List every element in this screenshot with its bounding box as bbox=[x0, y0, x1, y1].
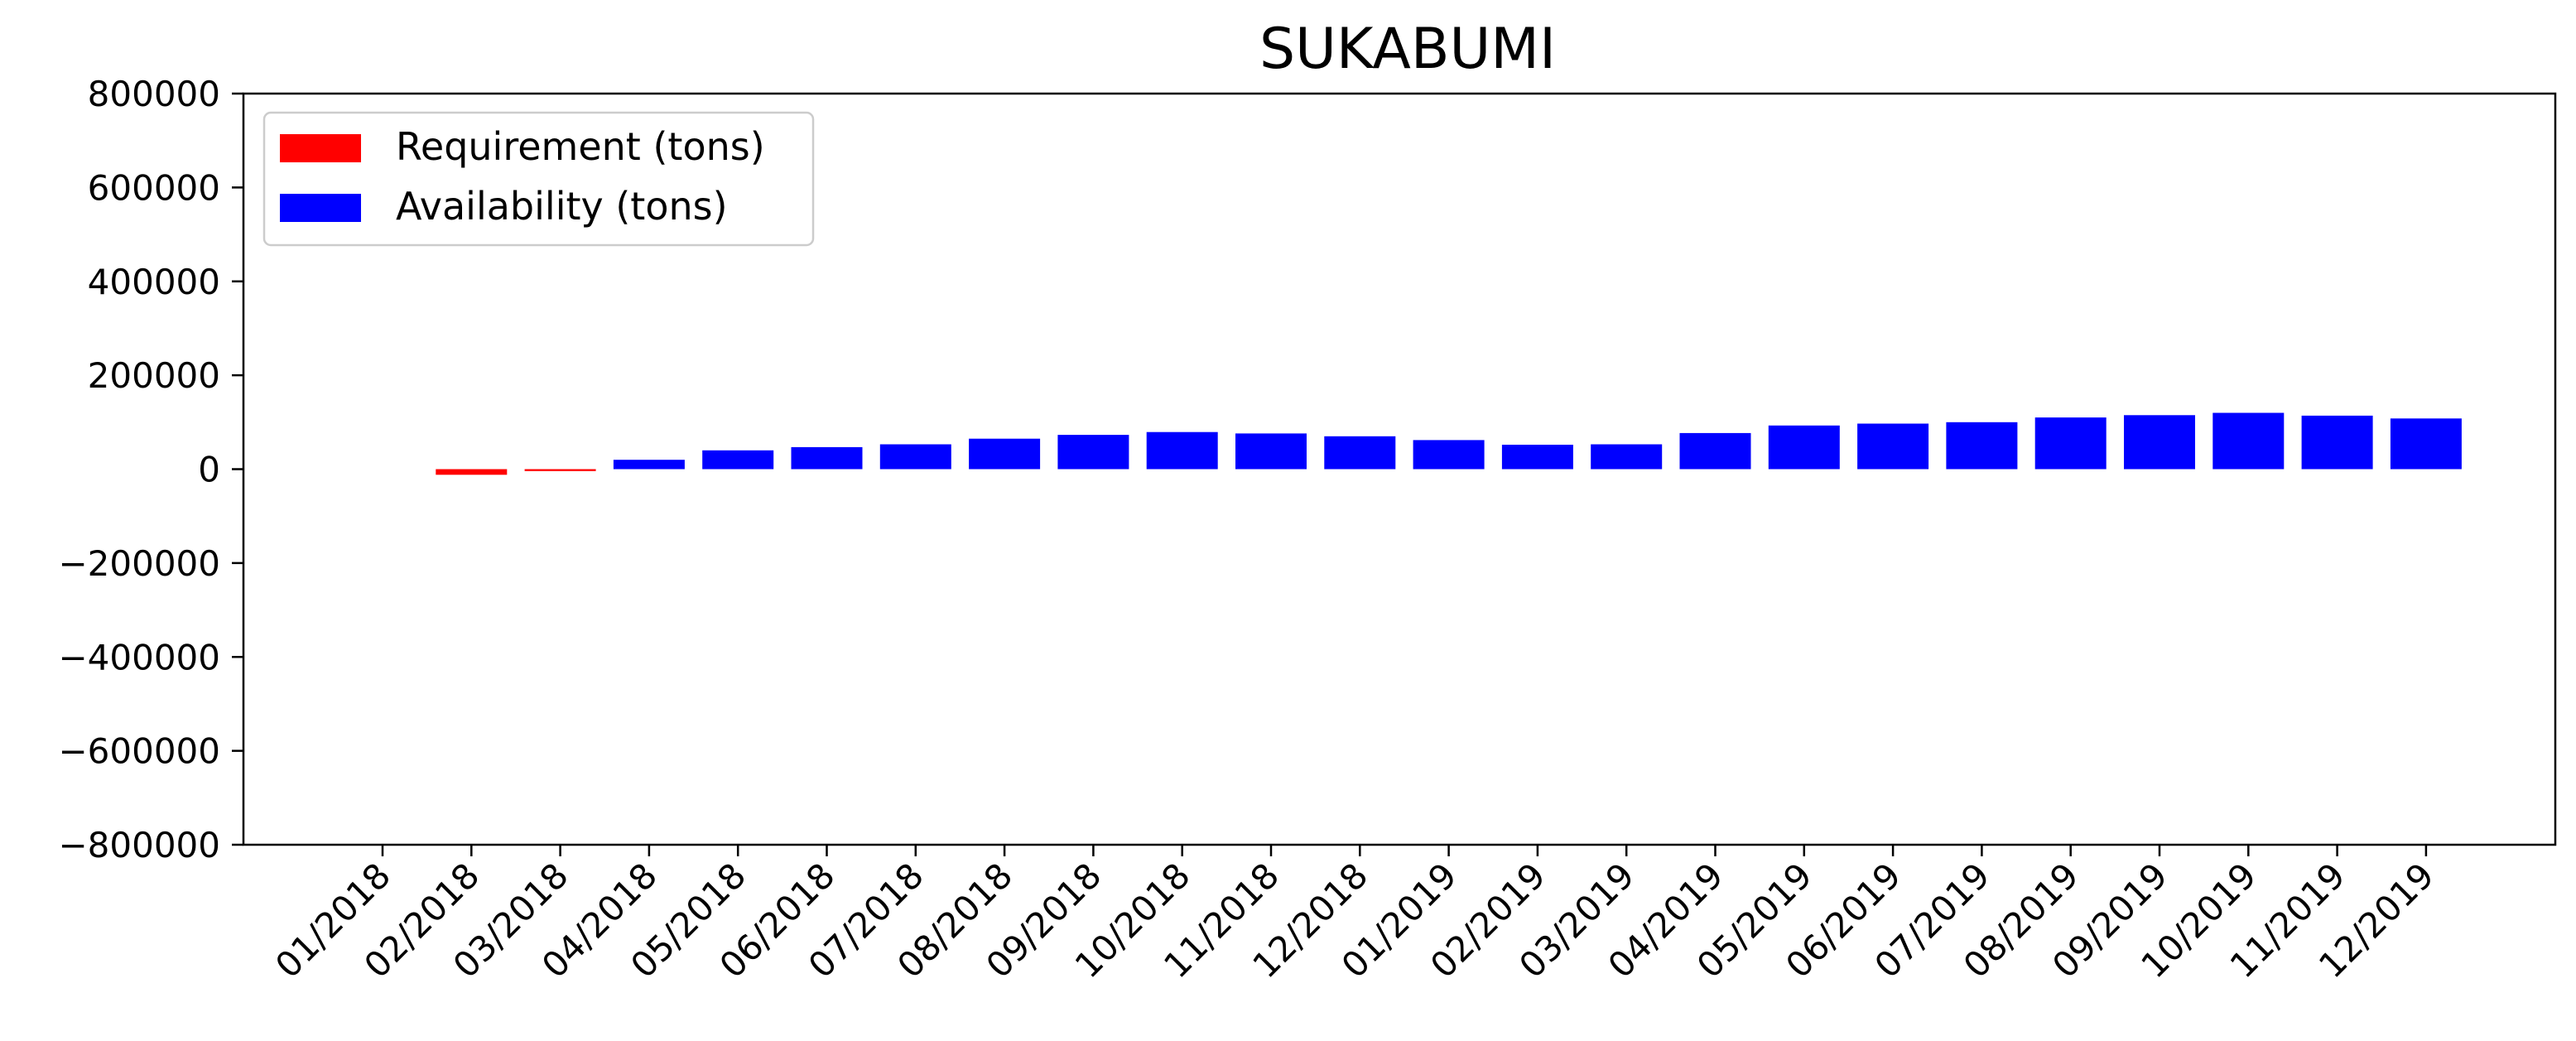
bar-requirement-2 bbox=[524, 469, 596, 471]
bar-availability-20 bbox=[2124, 415, 2195, 470]
y-tick-label-2: 400000 bbox=[88, 262, 220, 302]
bar-availability-6 bbox=[879, 444, 951, 470]
legend-frame bbox=[262, 111, 815, 247]
bar-availability-5 bbox=[791, 446, 863, 470]
legend: Requirement (tons) Availability (tons) bbox=[262, 111, 815, 247]
legend-swatch-1 bbox=[280, 194, 361, 222]
bar-availability-14 bbox=[1591, 444, 1663, 470]
chart-title: SUKABUMI bbox=[1259, 17, 1556, 82]
bar-availability-16 bbox=[1768, 425, 1840, 470]
bar-availability-17 bbox=[1857, 423, 1929, 470]
bar-availability-13 bbox=[1501, 445, 1573, 470]
legend-label-0: Requirement (tons) bbox=[396, 124, 765, 169]
bar-availability-19 bbox=[2034, 417, 2107, 470]
x-axis: 01/201802/201803/201804/201805/201806/20… bbox=[267, 845, 2442, 986]
y-tick-label-0: 800000 bbox=[88, 74, 220, 114]
bar-availability-10 bbox=[1235, 433, 1307, 470]
bar-availability-9 bbox=[1146, 431, 1218, 470]
legend-label-1: Availability (tons) bbox=[396, 184, 728, 229]
bar-availability-23 bbox=[2390, 418, 2462, 470]
bars-layer bbox=[436, 412, 2462, 475]
bar-availability-4 bbox=[702, 450, 774, 470]
y-tick-label-1: 600000 bbox=[88, 167, 220, 208]
bar-availability-15 bbox=[1679, 432, 1751, 470]
bar-requirement-1 bbox=[436, 469, 508, 475]
bar-availability-8 bbox=[1057, 435, 1129, 470]
y-axis: 800000 600000 400000 200000 0 −200000 −400000 −… bbox=[58, 74, 243, 865]
y-tick-label-4: 0 bbox=[198, 450, 220, 490]
y-tick-label-7: −600000 bbox=[58, 731, 220, 772]
y-tick-label-6: −400000 bbox=[58, 637, 220, 677]
bar-availability-22 bbox=[2301, 415, 2373, 470]
y-tick-label-5: −200000 bbox=[58, 543, 220, 584]
bar-availability-3 bbox=[613, 460, 685, 470]
bar-availability-21 bbox=[2212, 412, 2285, 470]
bar-availability-18 bbox=[1946, 422, 2018, 470]
y-tick-label-3: 200000 bbox=[88, 355, 220, 396]
legend-swatch-0 bbox=[280, 134, 361, 162]
bar-availability-12 bbox=[1413, 440, 1485, 470]
bar-availability-11 bbox=[1324, 436, 1396, 470]
bar-availability-7 bbox=[969, 438, 1041, 470]
y-tick-label-8: −800000 bbox=[58, 825, 220, 865]
